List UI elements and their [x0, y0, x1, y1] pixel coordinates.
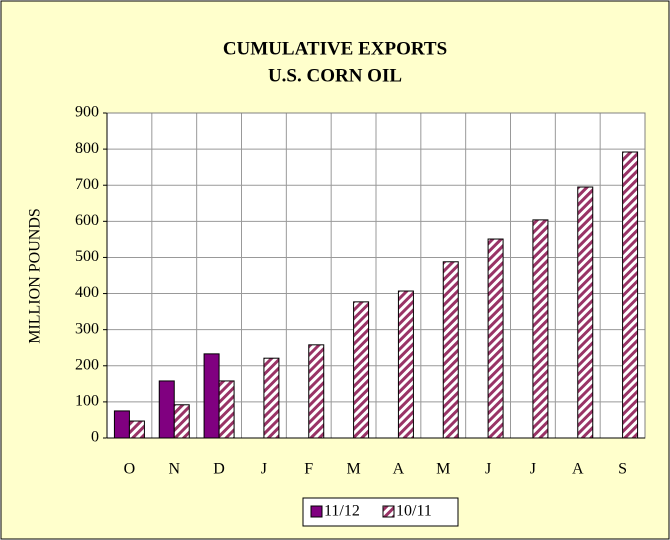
legend-label: 11/12 — [324, 503, 360, 520]
x-tick-label: D — [213, 461, 225, 478]
x-tick-label: J — [485, 461, 491, 478]
bar — [113, 410, 130, 439]
bar — [173, 404, 190, 439]
x-tick-label: N — [168, 461, 180, 478]
x-tick-label: J — [261, 461, 267, 478]
x-tick-label: O — [124, 461, 136, 478]
bar — [308, 344, 325, 439]
x-tick-label: A — [393, 461, 405, 478]
bar — [622, 151, 639, 439]
y-tick-label: 800 — [75, 140, 99, 157]
legend-swatch — [382, 505, 395, 518]
y-tick-label: 400 — [75, 284, 99, 301]
bar — [203, 353, 220, 439]
x-tick-label: A — [572, 461, 584, 478]
bar — [158, 380, 175, 439]
y-tick-label: 600 — [75, 212, 99, 229]
bar — [577, 186, 594, 439]
y-tick-label: 700 — [75, 176, 99, 193]
bar — [532, 219, 549, 439]
chart-subtitle: U.S. CORN OIL — [268, 65, 402, 86]
bar — [218, 380, 235, 439]
y-tick-label: 300 — [75, 320, 99, 337]
y-tick-label: 200 — [75, 356, 99, 373]
x-tick-label: M — [346, 461, 360, 478]
legend-swatch — [310, 505, 323, 518]
x-tick-label: M — [436, 461, 450, 478]
y-tick-label: 100 — [75, 393, 99, 410]
bar — [442, 261, 459, 439]
y-tick-label: 900 — [75, 104, 99, 121]
x-tick-label: S — [618, 461, 627, 478]
x-tick-label: F — [304, 461, 313, 478]
legend-label: 10/11 — [396, 503, 432, 520]
y-tick-label: 0 — [91, 429, 99, 446]
y-axis-label: MILLION POUNDS — [27, 208, 44, 344]
bar — [263, 357, 280, 439]
chart-title: CUMULATIVE EXPORTS — [223, 38, 447, 59]
y-tick-label: 500 — [75, 248, 99, 265]
legend-box — [302, 497, 459, 527]
bar — [353, 301, 370, 439]
bar — [128, 420, 145, 439]
x-tick-label: J — [530, 461, 536, 478]
bar — [397, 290, 414, 439]
bar — [487, 238, 504, 439]
